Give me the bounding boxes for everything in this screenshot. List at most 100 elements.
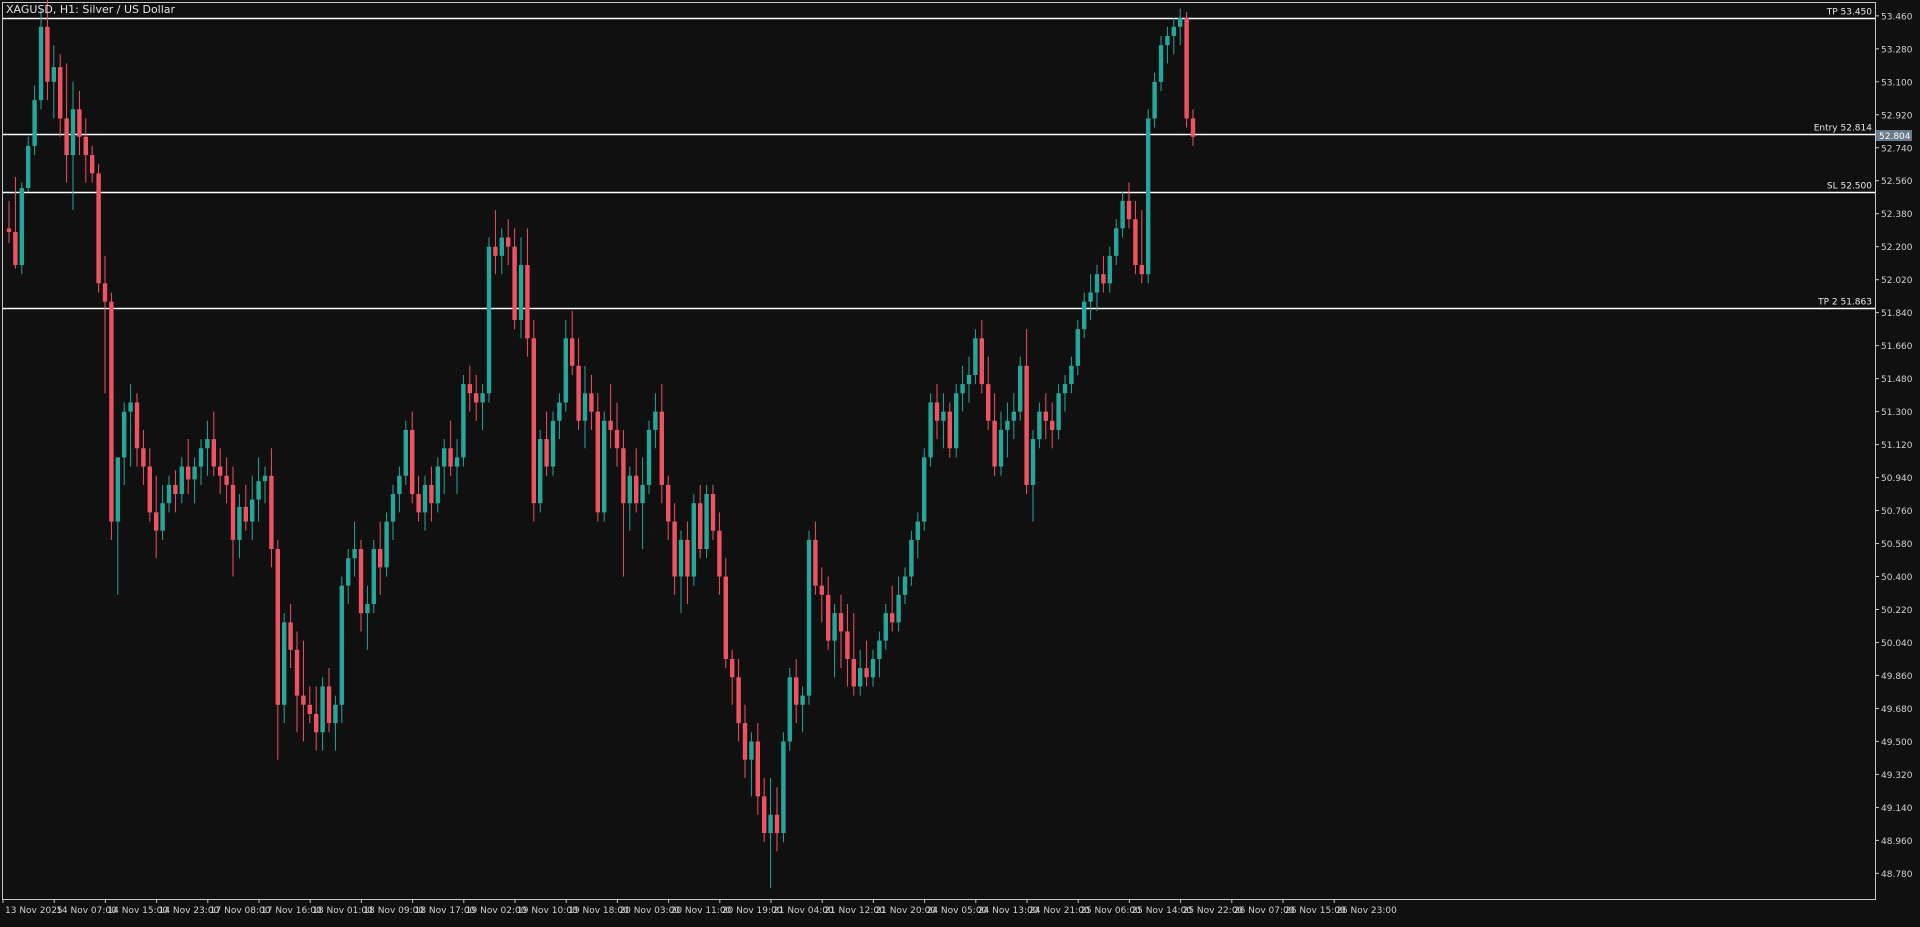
candles (6, 0, 1196, 889)
candle-bull (122, 411, 127, 458)
candle-bear (659, 411, 664, 485)
y-tick-label: 48.780 (1881, 870, 1913, 880)
x-tick-label: 20 Nov 03:00 (619, 906, 680, 916)
candle-bull (1152, 81, 1157, 119)
candle-bear (474, 393, 479, 403)
y-tick-label: 51.300 (1881, 408, 1913, 418)
candle-bull (346, 558, 351, 586)
candle-bull (563, 338, 568, 403)
x-tick-label: 18 Nov 01:00 (312, 906, 373, 916)
x-tick-label: 25 Nov 06:00 (1080, 906, 1141, 916)
candle-bear (90, 155, 95, 174)
candle-bull (832, 613, 837, 641)
x-tick-label: 25 Nov 14:00 (1131, 906, 1192, 916)
candle-bull (966, 374, 972, 385)
candle-bear (294, 649, 300, 696)
y-tick-label: 53.100 (1881, 78, 1913, 88)
y-tick-label: 49.140 (1881, 804, 1913, 814)
candle-bear (723, 576, 728, 659)
candle-bull (1082, 301, 1087, 330)
candle-bear (685, 539, 690, 577)
candle-bull (678, 539, 684, 577)
x-tick-label: 19 Nov 18:00 (568, 906, 629, 916)
candle-bull (333, 704, 338, 724)
x-tick-label: 14 Nov 15:00 (107, 906, 168, 916)
candle-bear (410, 429, 415, 495)
candle-bull (282, 622, 287, 705)
candle-bear (378, 549, 383, 568)
candle-bull (768, 814, 773, 834)
candle-bull (19, 188, 24, 266)
candle-bear (224, 475, 229, 485)
candle-bear (6, 228, 12, 233)
y-tick-label: 49.320 (1881, 771, 1913, 781)
candle-bull (397, 475, 402, 495)
candle-bear (813, 539, 818, 586)
candle-bull (1062, 384, 1068, 394)
candle-bear (512, 246, 517, 320)
candle-bull (166, 484, 172, 504)
candle-bull (339, 585, 344, 705)
candle-bear (58, 67, 63, 119)
candle-bull (691, 503, 696, 577)
candle-bear (1024, 365, 1029, 485)
candle-bear (576, 365, 581, 421)
candle-bear (826, 594, 831, 641)
candle-bull (602, 420, 607, 513)
candle-bear (1184, 17, 1189, 119)
candle-bull (1107, 255, 1112, 284)
candle-bull (422, 484, 428, 513)
candle-bear (570, 338, 575, 366)
candle-bull (371, 549, 376, 604)
candle-bear (211, 439, 216, 467)
candle-bull (883, 613, 888, 641)
candle-bull (550, 420, 556, 467)
candle-bear (589, 393, 594, 412)
candle-bull (205, 439, 210, 449)
level-label: SL 52.500 (1827, 182, 1872, 192)
candle-bull (198, 448, 204, 467)
candle-bull (384, 521, 389, 568)
candle-bull (1030, 439, 1036, 485)
x-tick-label: 24 Nov 05:00 (927, 906, 988, 916)
candle-bull (192, 466, 197, 480)
y-tick-label: 52.380 (1881, 210, 1913, 220)
y-tick-label: 49.860 (1881, 672, 1913, 682)
candle-bear (275, 549, 280, 705)
x-tick-label: 21 Nov 12:00 (824, 906, 885, 916)
candle-bear (742, 723, 748, 760)
candle-bear (1101, 274, 1106, 284)
y-tick-label: 49.500 (1881, 738, 1913, 748)
x-tick-label: 18 Nov 17:00 (415, 906, 476, 916)
candle-bull (390, 494, 396, 522)
candle-bear (301, 695, 306, 705)
price-tags: 52.804 (1876, 130, 1912, 142)
trade-levels: TP 53.450 Entry 52.814 SL 52.500 TP 2 51.86… (3, 8, 1875, 310)
candle-bull (653, 411, 658, 430)
y-tick-label: 50.580 (1881, 540, 1913, 550)
candle-bear (544, 439, 549, 467)
x-tick-label: 21 Nov 04:00 (773, 906, 834, 916)
candle-bear (154, 512, 159, 531)
candle-bull (954, 393, 959, 449)
candle-bull (909, 539, 914, 577)
y-tick-label: 51.120 (1881, 441, 1913, 451)
candle-bull (806, 539, 812, 696)
candle-bear (218, 466, 223, 476)
candle-bull (70, 109, 76, 156)
candle-bear (147, 466, 152, 513)
candle-bear (986, 384, 991, 421)
candle-bear (1043, 411, 1048, 421)
candle-bear (96, 173, 101, 284)
candle-bull (1158, 45, 1164, 82)
candle-bull (800, 695, 805, 705)
x-tick-label: 24 Nov 13:00 (978, 906, 1039, 916)
candle-bear (83, 136, 88, 156)
candle-bear (77, 109, 82, 137)
candle-bull (26, 145, 31, 189)
candle-bull (704, 494, 709, 550)
x-tick-label: 26 Nov 15:00 (1285, 906, 1346, 916)
y-tick-label: 51.660 (1881, 342, 1913, 352)
